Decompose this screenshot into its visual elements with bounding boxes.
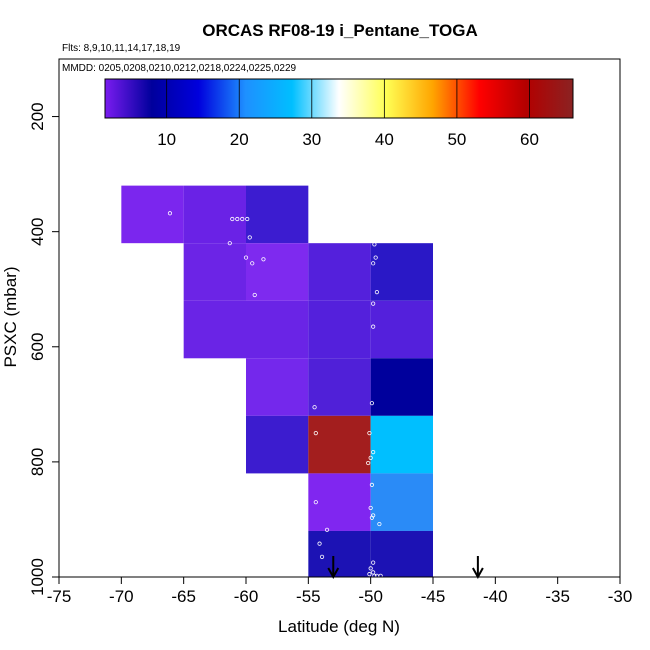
sample-point-39 — [371, 570, 376, 575]
x-tick-label-8: -35 — [545, 587, 570, 606]
colorbar-tick-label-4: 50 — [447, 130, 466, 149]
heatmap-cell-11 — [246, 358, 309, 416]
sample-point-33 — [371, 560, 376, 565]
x-tick-label-7: -40 — [483, 587, 508, 606]
sample-point-28 — [369, 515, 375, 520]
sample-point-22 — [368, 455, 373, 460]
sample-point-5 — [247, 235, 252, 240]
x-tick-label-3: -60 — [234, 587, 259, 606]
heatmap-cell-19 — [308, 530, 371, 577]
heatmap-cell-3 — [183, 243, 246, 301]
x-axis: -75 -70 -65 -60 -55 -50 -45 -40 -35 -30 — [47, 577, 633, 606]
sample-point-1 — [230, 216, 235, 222]
sample-point-0 — [167, 211, 173, 216]
heatmap-cell-14 — [246, 415, 309, 474]
sample-point-15 — [371, 301, 376, 306]
heatmap-cell-1 — [183, 185, 246, 244]
sample-point-11 — [372, 242, 377, 247]
sample-point-17 — [312, 405, 317, 410]
sample-point-31 — [317, 541, 322, 546]
y-tick-label-1: 400 — [28, 217, 47, 245]
sample-point-18 — [369, 401, 375, 406]
x-tick-label-5: -50 — [358, 587, 383, 606]
heatmap-cell-6 — [370, 243, 433, 301]
x-tick-label-6: -45 — [421, 587, 446, 606]
sample-point-35 — [367, 572, 372, 577]
y-axis: 200 400 600 800 1000 — [28, 102, 59, 596]
colorbar-tick-label-2: 30 — [302, 130, 321, 149]
chart-title: ORCAS RF08-19 i_Pentane_TOGA — [202, 21, 478, 40]
sample-point-6 — [227, 241, 232, 246]
sample-point-29 — [377, 521, 382, 527]
heatmap-cell-7 — [183, 300, 246, 359]
colorbar-tick-label-1: 20 — [230, 130, 249, 149]
x-tick-label-4: -55 — [296, 587, 321, 606]
heatmap-cell-0 — [121, 185, 184, 244]
sample-point-23 — [366, 460, 371, 466]
heatmap-cell-5 — [308, 243, 371, 301]
heatmap-cell-8 — [246, 300, 309, 359]
sample-point-30 — [324, 527, 330, 532]
sample-point-4 — [245, 216, 250, 222]
sample-point-9 — [261, 257, 266, 262]
sample-point-16 — [371, 324, 376, 329]
sample-point-14 — [374, 289, 379, 295]
heatmap-cell-20 — [370, 530, 433, 577]
colorbar-tick-label-0: 10 — [157, 130, 176, 149]
x-axis-label: Latitude (deg N) — [278, 617, 400, 636]
plot-frame — [58, 58, 621, 578]
heatmap-cell-2 — [246, 185, 309, 244]
sample-point-2 — [235, 216, 240, 222]
sample-point-21 — [371, 450, 376, 455]
sample-point-19 — [313, 431, 318, 436]
sample-point-12 — [373, 255, 378, 260]
x-tick-label-1: -70 — [109, 587, 134, 606]
y-tick-label-4: 1000 — [28, 558, 47, 596]
sample-point-13 — [371, 261, 376, 266]
colorbar-tick-label-5: 60 — [520, 130, 539, 149]
x-tick-label-2: -65 — [171, 587, 196, 606]
heatmap-cell-15 — [308, 415, 371, 474]
x-tick-label-9: -30 — [608, 587, 633, 606]
heatmap-cell-10 — [370, 300, 433, 359]
sample-point-32 — [319, 554, 325, 559]
sample-point-26 — [368, 505, 373, 511]
sample-point-36 — [372, 573, 377, 578]
colorbar-tick-label-3: 40 — [375, 130, 394, 149]
flights-label: Flts: 8,9,10,11,14,17,18,19 — [62, 43, 181, 54]
sample-point-3 — [240, 216, 245, 222]
y-tick-label-0: 200 — [28, 102, 47, 130]
y-tick-label-3: 800 — [28, 448, 47, 476]
sample-point-38 — [378, 573, 383, 578]
sample-points — [167, 211, 383, 578]
heatmap-cell-16 — [370, 415, 433, 474]
sample-point-10 — [252, 292, 257, 298]
sample-point-24 — [369, 482, 375, 488]
arrow-marker-1 — [472, 556, 484, 580]
heatmap-cell-4 — [246, 243, 309, 301]
y-axis-label: PSXC (mbar) — [1, 266, 20, 367]
mmdd-label: MMDD: 0205,0208,0210,0212,0218,0224,0225… — [62, 63, 297, 74]
sample-point-8 — [250, 261, 255, 266]
sample-point-7 — [243, 255, 249, 260]
sample-point-25 — [313, 500, 318, 505]
sample-point-20 — [367, 431, 372, 436]
x-tick-label-0: -75 — [47, 587, 72, 606]
heatmap-cell-12 — [308, 358, 371, 416]
heatmap-cell-18 — [370, 473, 433, 531]
heatmap-cell-9 — [308, 300, 371, 359]
y-tick-label-2: 600 — [28, 333, 47, 361]
colorbar: 10 20 30 40 50 60 — [104, 78, 574, 149]
heatmap-cell-13 — [370, 358, 433, 416]
heatmap-cells — [121, 185, 433, 577]
colorbar-bar — [104, 78, 574, 119]
sample-point-34 — [368, 566, 373, 571]
heatmap-cell-17 — [308, 473, 371, 531]
